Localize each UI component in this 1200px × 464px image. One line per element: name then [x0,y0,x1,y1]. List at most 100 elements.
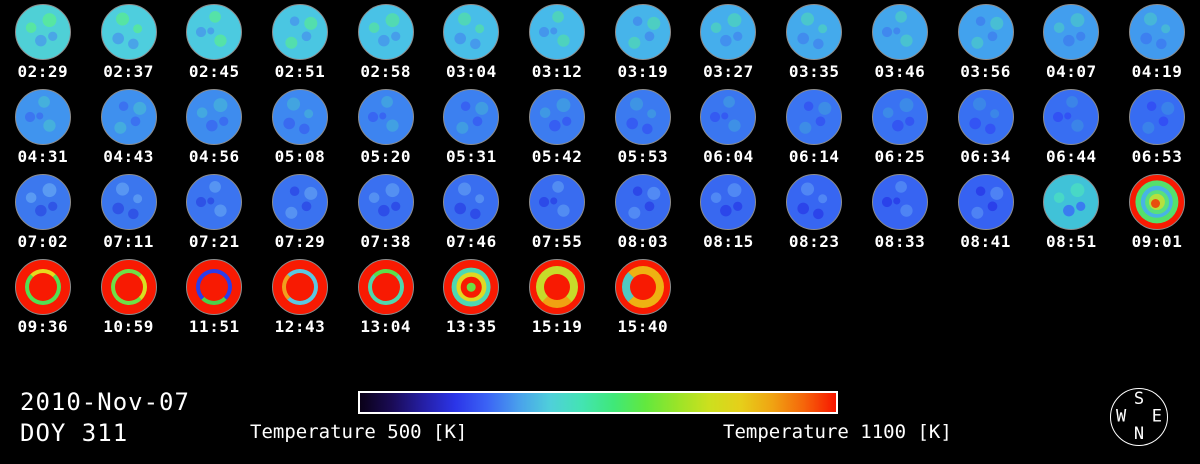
cool-ring [110,269,147,305]
colorbar-min-label: Temperature 500 [K] [250,421,468,443]
frame: 15:19 [514,259,600,344]
frame: 08:51 [1028,174,1114,259]
frame-time-label: 03:04 [446,62,497,81]
frame: 02:45 [171,4,257,89]
frame: 02:51 [257,4,343,89]
frame-time-label: 05:31 [446,147,497,166]
frame-time-label: 06:34 [960,147,1011,166]
frame-time-label: 05:08 [274,147,326,166]
thermal-disk [957,4,1014,60]
thermal-disk [357,259,414,315]
frame: 07:38 [343,174,429,259]
frame-time-label: 07:11 [103,232,154,251]
frame-time-label: 08:15 [703,232,754,251]
thermal-disk [14,89,71,145]
thermal-disk [357,89,414,145]
thermal-disk [14,259,71,315]
frame: 06:53 [1114,89,1200,174]
thermal-disk [186,174,243,230]
thermal-disk [529,4,586,60]
frame: 05:31 [429,89,515,174]
thermal-disk [271,89,328,145]
frame: 12:43 [257,259,343,344]
thermal-disk [529,259,586,315]
thermal-disk [100,259,157,315]
thermal-disk [871,4,928,60]
thermal-disk [357,4,414,60]
thermal-disk [186,4,243,60]
thermal-disk [786,4,843,60]
frame-time-label: 08:03 [617,232,669,251]
frame-time-label: 04:31 [17,147,69,166]
thermal-disk [529,174,586,230]
thermal-disk [529,89,586,145]
thermal-disk [100,4,157,60]
frame-time-label: 07:02 [17,232,69,251]
thermal-disk [14,4,71,60]
frame: 07:46 [429,174,515,259]
thermal-disk [614,4,671,60]
frame-time-label: 05:42 [531,147,583,166]
frame: 11:51 [171,259,257,344]
thermal-disk [1128,174,1185,230]
compass-south-label: S [1133,389,1145,409]
frame: 10:59 [86,259,172,344]
frame-time-label: 02:29 [17,62,69,81]
frame-time-label: 02:58 [360,62,411,81]
frame-time-label: 03:19 [617,62,669,81]
frame-time-label: 11:51 [188,317,240,336]
frame-time-label: 12:43 [274,317,326,336]
frame-time-label: 03:35 [788,62,840,81]
frame-time-label: 08:33 [874,232,926,251]
thermal-disk [871,174,928,230]
colorbar-max-label: Temperature 1100 [K] [723,421,952,443]
thermal-disk [871,89,928,145]
frame: 04:07 [1028,4,1114,89]
frame-time-label: 02:37 [103,62,154,81]
frame: 04:43 [86,89,172,174]
thermal-disk [443,174,500,230]
thermal-disk [1128,4,1185,60]
frame: 08:03 [600,174,686,259]
frame: 03:27 [686,4,772,89]
frame-time-label: 07:38 [360,232,411,251]
thermal-disk [614,259,671,315]
doy-label: DOY 311 [20,419,129,447]
frame: 03:56 [943,4,1029,89]
thermal-disk [700,174,757,230]
frame-time-label: 10:59 [103,317,154,336]
frame: 02:58 [343,4,429,89]
disk-grid: 02:29 02:37 02:45 02:51 02:58 03:04 03:12 03:19… [0,4,1200,344]
thermal-disk [1043,89,1100,145]
compass-west-label: W [1116,406,1127,427]
frame-time-label: 02:45 [188,62,240,81]
frame-time-label: 07:55 [531,232,583,251]
frame-time-label: 08:41 [960,232,1011,251]
frame: 05:53 [600,89,686,174]
frame: 13:35 [429,259,515,344]
frame: 02:29 [0,4,86,89]
frame-time-label: 03:46 [874,62,926,81]
frame: 03:19 [600,4,686,89]
thermal-disk [271,259,328,315]
frame: 08:33 [857,174,943,259]
hot-spot [1150,198,1160,208]
thermal-disk [186,259,243,315]
frame: 05:42 [514,89,600,174]
frame: 03:12 [514,4,600,89]
frame-time-label: 07:46 [446,232,497,251]
frame: 09:36 [0,259,86,344]
frame-time-label: 04:43 [103,147,154,166]
compass-north-label: N [1133,424,1145,444]
thermal-disk [443,4,500,60]
frame: 03:46 [857,4,943,89]
date-block: 2010-Nov-07 DOY 311 [20,387,190,449]
frame-time-label: 06:14 [788,147,840,166]
frame-time-label: 08:51 [1045,232,1097,251]
frame: 04:19 [1114,4,1200,89]
frame: 06:44 [1028,89,1114,174]
thermal-disk [186,89,243,145]
cool-ring [196,269,233,305]
frame: 07:55 [514,174,600,259]
frame: 06:34 [943,89,1029,174]
